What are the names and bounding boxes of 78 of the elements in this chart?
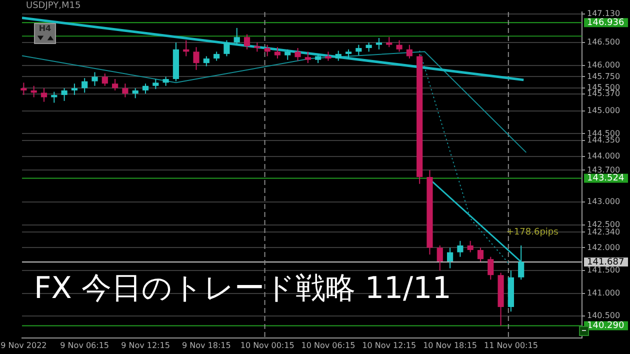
candlestick <box>152 78 159 90</box>
candlestick <box>112 78 118 91</box>
candlestick <box>284 48 291 60</box>
candlestick <box>264 44 270 57</box>
candlestick <box>356 44 362 56</box>
candlestick <box>304 51 311 64</box>
candlestick <box>325 51 332 62</box>
candlestick <box>244 34 250 50</box>
annotation: H4 <box>38 24 52 34</box>
candlestick <box>51 91 58 104</box>
candlestick <box>20 82 27 96</box>
candlestick <box>294 48 301 62</box>
y-tick-label: 141.500 <box>587 266 620 275</box>
y-tick-label: 140.500 <box>587 311 620 320</box>
x-tick-label: 9 Nov 12:15 <box>121 340 170 350</box>
candlestick <box>467 240 474 253</box>
candlestick <box>102 73 108 86</box>
y-tick-label: 142.340 <box>587 227 620 236</box>
ref-line-label: 143.524 <box>587 174 624 184</box>
candlestick <box>82 78 88 94</box>
y-tick-label: 145.750 <box>587 72 620 81</box>
x-tick-label: 11 Nov 00:15 <box>484 340 538 350</box>
candlestick <box>122 83 128 98</box>
candlestick <box>132 88 138 99</box>
candlestick <box>376 37 382 50</box>
x-tick-label: 9 Nov 06:15 <box>60 340 110 350</box>
x-tick-label: 10 Nov 12:15 <box>362 340 416 350</box>
y-tick-label: 144.000 <box>587 152 620 161</box>
candlestick <box>386 36 392 48</box>
x-tick-label: 10 Nov 18:15 <box>423 340 478 350</box>
text: FX 今日のトレード戦略 11/11 <box>34 270 452 308</box>
candlestick <box>366 42 372 52</box>
y-tick-label: 144.500 <box>587 128 620 138</box>
y-tick-label: 146.000 <box>587 60 620 70</box>
y-tick-label: 147.130 <box>587 8 620 18</box>
candlestick <box>436 244 443 272</box>
candlestick <box>396 40 402 52</box>
y-tick-label: 141.000 <box>587 288 620 298</box>
candlestick <box>142 83 149 94</box>
annotation: +178.6pips <box>506 227 559 238</box>
candlestick <box>488 256 494 280</box>
ref-line-label: 140.290 <box>587 321 624 332</box>
x-tick-label: 10 Nov 06:15 <box>301 340 356 350</box>
candlestick <box>92 72 98 86</box>
y-tick-label: 142.000 <box>587 242 620 252</box>
y-tick-label: 146.500 <box>587 38 620 47</box>
candlestick <box>214 51 220 62</box>
y-tick-label: 145.370 <box>587 89 620 98</box>
candlestick <box>254 42 260 52</box>
candlestick <box>345 48 352 60</box>
candlestick <box>224 40 230 57</box>
candlestick <box>71 83 78 96</box>
candlestick <box>193 46 200 70</box>
candlestick <box>406 44 412 60</box>
x-tick-label: 9 Nov 2022 <box>0 340 47 350</box>
x-tick-label: 10 Nov 00:15 <box>240 340 294 350</box>
candlestick <box>315 53 322 64</box>
candlestick <box>477 247 484 262</box>
candlestick <box>518 244 524 280</box>
chart-subtitle: USDJPY,M15 <box>26 1 81 11</box>
candlestick <box>335 50 342 62</box>
ref-line-label: 141.687 <box>587 257 624 268</box>
y-tick-label: 144.350 <box>587 136 620 145</box>
ref-line-label: 146.936 <box>587 18 624 28</box>
candlestick <box>203 56 210 67</box>
candlestick <box>457 240 464 258</box>
candlestick <box>274 46 281 60</box>
candlestick <box>40 88 48 102</box>
candlestick <box>61 88 68 102</box>
timeframe-button: H4 <box>34 23 56 44</box>
candlestick <box>234 27 240 46</box>
y-tick-label: 145.000 <box>587 106 620 116</box>
y-tick-label: 143.700 <box>587 165 620 174</box>
candlestick <box>162 76 169 86</box>
x-tick-label: 9 Nov 18:15 <box>182 340 231 350</box>
candlestick <box>446 247 454 269</box>
y-tick-label: 143.000 <box>587 197 620 206</box>
y-tick-label: 142.500 <box>587 220 620 230</box>
